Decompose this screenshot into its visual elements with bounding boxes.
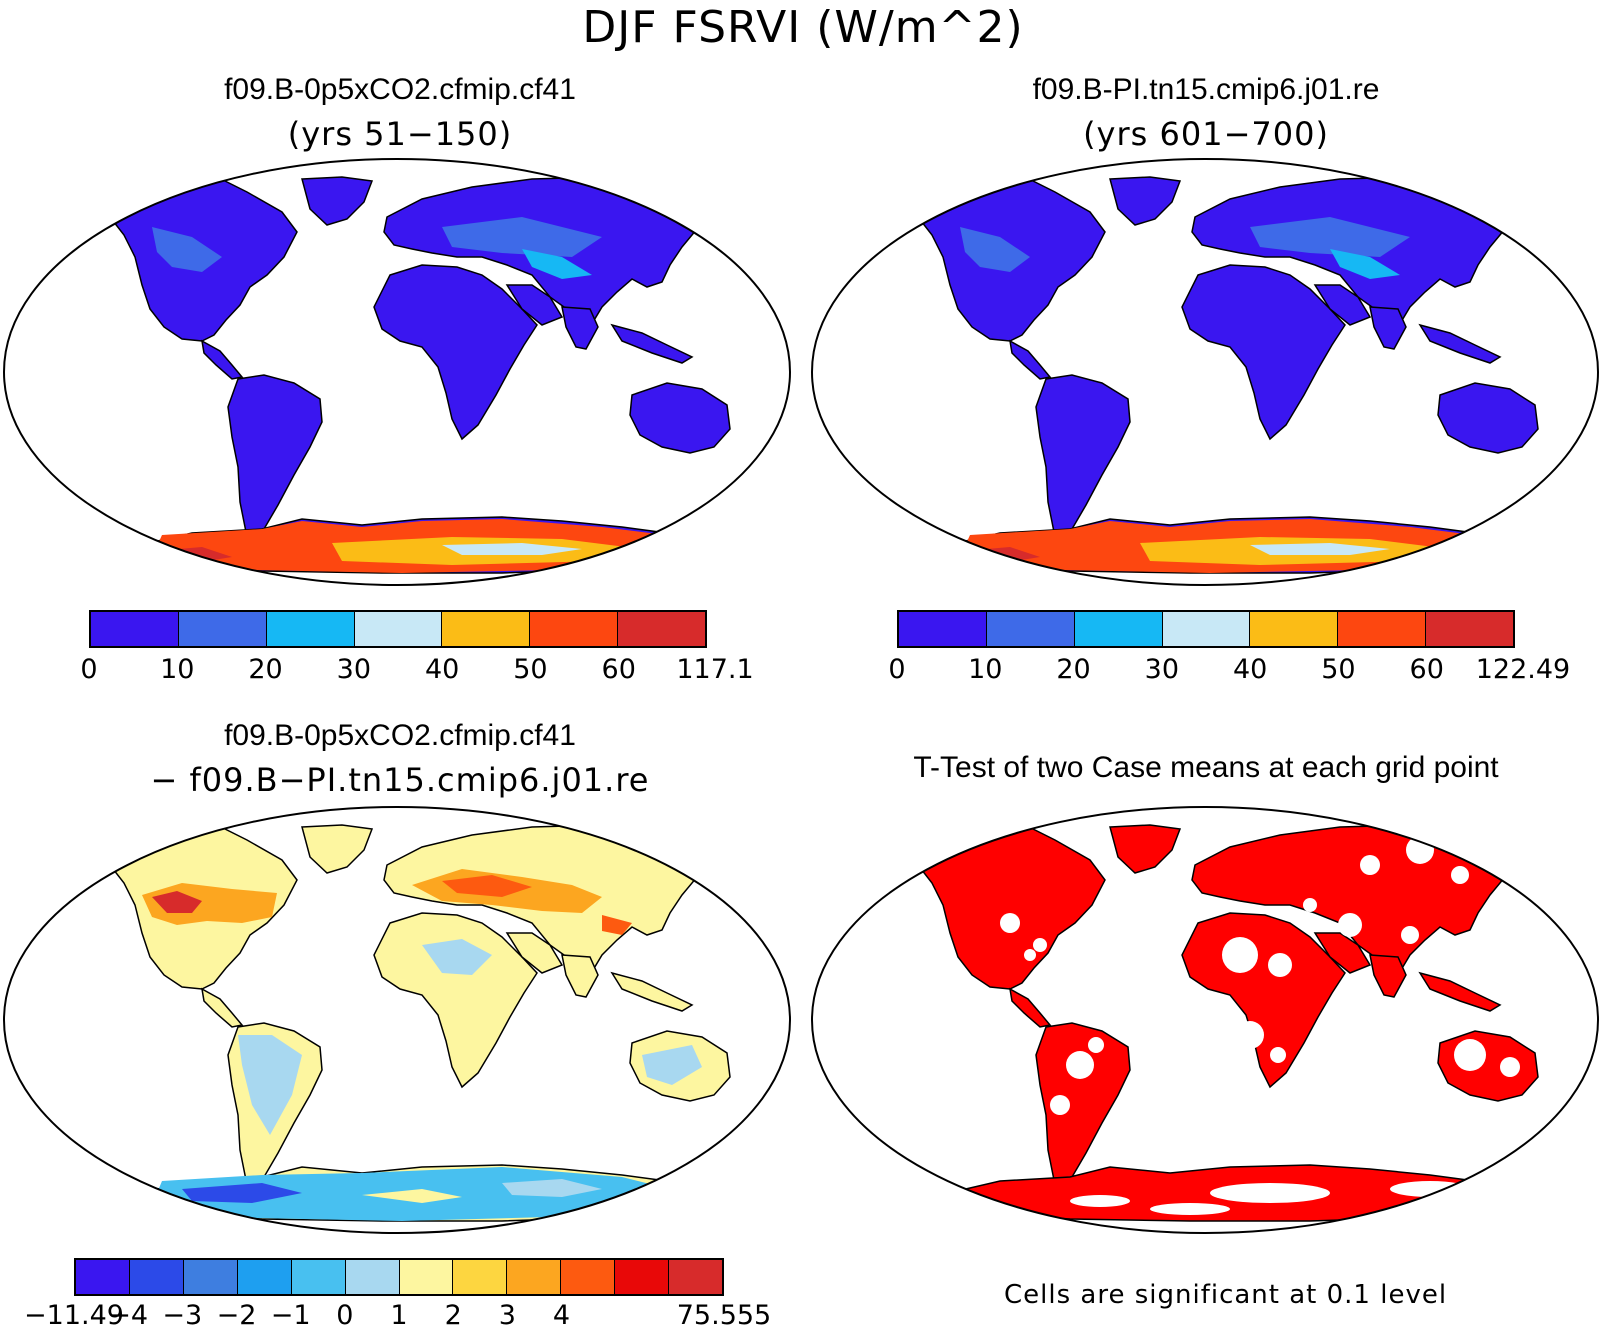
colorbar-top-left-swatch — [442, 612, 531, 646]
map-top-right — [811, 158, 1599, 586]
colorbar-top-left-tick-label: 50 — [513, 654, 548, 685]
colorbar-top-right-swatch — [1074, 612, 1163, 646]
colorbar-top-right-swatch — [986, 612, 1075, 646]
colorbar-bottom-left-tick-label: 2 — [444, 1300, 462, 1331]
panel-subtitle-top-right: (yrs 601−700) — [1083, 115, 1329, 153]
map-bottom-left — [3, 806, 791, 1234]
colorbar-top-left-tick-label: 40 — [424, 654, 460, 685]
colorbar-top-left-tick-label: 30 — [336, 654, 372, 685]
colorbar-top-right-tick-label: 10 — [968, 654, 1003, 685]
colorbar-top-right-tick-label: 50 — [1321, 654, 1356, 685]
colorbar-bottom-left-swatch — [345, 1260, 400, 1294]
colorbar-top-left-tick-label: 20 — [248, 654, 283, 685]
colorbar-top-right-tick-label: 122.49 — [1475, 654, 1571, 685]
colorbar-bottom-left-tick-label: −2 — [216, 1300, 257, 1331]
colorbar-top-left-swatch — [354, 612, 443, 646]
colorbar-top-left — [89, 610, 707, 648]
colorbar-bottom-left-swatch — [399, 1260, 454, 1294]
colorbar-top-left-tick-label: 0 — [80, 654, 98, 685]
colorbar-top-left-swatch — [178, 612, 267, 646]
colorbar-top-right-swatch — [899, 612, 987, 646]
panel-subtitle-top-left: (yrs 51−150) — [287, 115, 513, 153]
figure-title: DJF FSRVI (W/m^2) — [582, 2, 1024, 53]
panel-title-bottom-right: T-Test of two Case means at each grid po… — [913, 751, 1499, 784]
map-top-left — [3, 158, 791, 586]
colorbar-top-right-swatch — [1250, 612, 1339, 646]
colorbar-bottom-left-swatch — [669, 1260, 723, 1294]
colorbar-top-right-swatch — [1162, 612, 1251, 646]
map-bottom-right — [811, 806, 1599, 1234]
colorbar-bottom-left-swatch — [291, 1260, 346, 1294]
colorbar-top-right-tick-label: 60 — [1409, 654, 1444, 685]
colorbar-bottom-left-tick-label: 75.555 — [676, 1300, 772, 1331]
colorbar-bottom-left-tick-label: 1 — [390, 1300, 408, 1331]
colorbar-bottom-left-swatch — [237, 1260, 292, 1294]
colorbar-top-right — [897, 610, 1515, 648]
colorbar-bottom-left-tick-label: −4 — [108, 1300, 149, 1331]
colorbar-top-right-tick-label: 30 — [1144, 654, 1180, 685]
colorbar-bottom-left-swatch — [129, 1260, 184, 1294]
panel-title-top-left: f09.B-0p5xCO2.cfmip.cf41 — [224, 73, 576, 106]
colorbar-top-left-swatch — [530, 612, 619, 646]
colorbar-top-left-tick-label: 117.1 — [676, 654, 754, 685]
colorbar-top-left-swatch — [266, 612, 355, 646]
colorbar-top-right-swatch — [1426, 612, 1514, 646]
colorbar-top-right-tick-label: 0 — [888, 654, 906, 685]
colorbar-top-left-tick-label: 10 — [160, 654, 195, 685]
colorbar-bottom-left-tick-label: 4 — [552, 1300, 571, 1331]
colorbar-bottom-left-swatch — [453, 1260, 508, 1294]
colorbar-bottom-left — [74, 1258, 724, 1296]
colorbar-bottom-left-tick-label: −3 — [162, 1300, 203, 1331]
colorbar-bottom-left-tick-label: 3 — [498, 1300, 516, 1331]
colorbar-bottom-left-swatch — [76, 1260, 130, 1294]
colorbar-top-left-swatch — [91, 612, 179, 646]
colorbar-bottom-left-swatch — [615, 1260, 670, 1294]
colorbar-top-right-tick-label: 40 — [1232, 654, 1268, 685]
colorbar-bottom-left-swatch — [183, 1260, 238, 1294]
colorbar-bottom-left-swatch — [561, 1260, 616, 1294]
colorbar-bottom-left-tick-label: −11.49 — [24, 1300, 124, 1331]
colorbar-top-left-tick-label: 60 — [601, 654, 636, 685]
colorbar-bottom-left-tick-label: 0 — [336, 1300, 354, 1331]
colorbar-top-right-tick-label: 20 — [1056, 654, 1091, 685]
significance-footnote: Cells are significant at 0.1 level — [1004, 1280, 1448, 1310]
colorbar-bottom-left-swatch — [507, 1260, 562, 1294]
colorbar-bottom-left-tick-label: −1 — [270, 1300, 311, 1331]
colorbar-top-left-swatch — [618, 612, 706, 646]
panel-subtitle-bottom-left: − f09.B−PI.tn15.cmip6.j01.re — [150, 761, 650, 799]
colorbar-top-right-swatch — [1338, 612, 1427, 646]
panel-title-top-right: f09.B-PI.tn15.cmip6.j01.re — [1032, 73, 1380, 106]
panel-title-bottom-left: f09.B-0p5xCO2.cfmip.cf41 — [224, 719, 576, 752]
